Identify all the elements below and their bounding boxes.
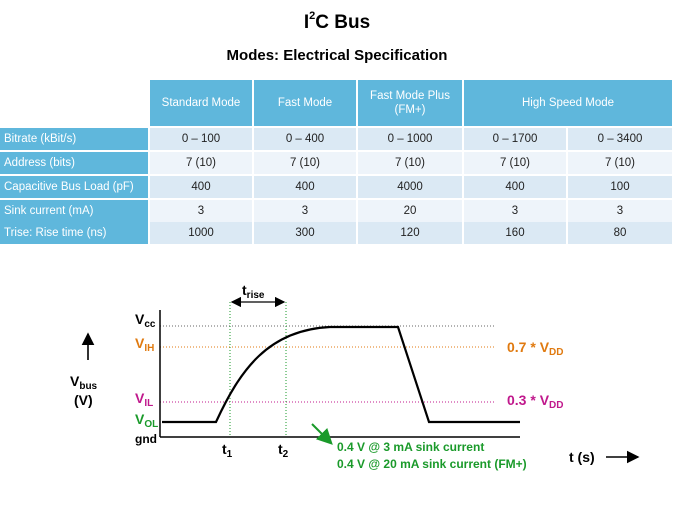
signal-waveform: [162, 325, 520, 424]
row-label-rise-time: Trise: Rise time (ns): [0, 222, 148, 244]
y-axis-label: Vbus: [70, 373, 98, 392]
note-line-2: 0.4 V @ 20 mA sink current (FM+): [337, 457, 527, 471]
table-cell: 0 – 400: [254, 128, 356, 150]
table-cell: 100: [568, 176, 672, 198]
table-cell: 0 – 3400: [568, 128, 672, 150]
col-header-standard-mode: Standard Mode: [150, 80, 252, 126]
row-label-bitrate: Bitrate (kBit/s): [0, 128, 148, 150]
t2-label: t2: [278, 441, 289, 460]
col-header-high-speed-mode: High Speed Mode: [464, 80, 672, 126]
table-cell: 400: [150, 176, 252, 198]
table-cell: 3: [150, 200, 252, 222]
gnd-label: gnd: [135, 432, 157, 446]
table-cell: 0 – 100: [150, 128, 252, 150]
table-cell: 7 (10): [358, 152, 462, 174]
vcc-label: Vcc: [135, 311, 156, 330]
table-cell: 7 (10): [150, 152, 252, 174]
table-cell: 3: [464, 200, 566, 222]
table-cell: 80: [568, 222, 672, 244]
t1-label: t1: [222, 441, 233, 460]
table-cell: 7 (10): [464, 152, 566, 174]
table-cell: 0 – 1000: [358, 128, 462, 150]
table-cell: 300: [254, 222, 356, 244]
vih-level-label: 0.7 * VDD: [507, 339, 563, 358]
table-cell: 7 (10): [568, 152, 672, 174]
note-pointer-arrow: [311, 423, 333, 445]
vil-label: VIL: [135, 390, 153, 409]
page-title: I2C Bus: [303, 10, 371, 33]
table-cell: 7 (10): [254, 152, 356, 174]
table-cell: 1000: [150, 222, 252, 244]
note-line-1: 0.4 V @ 3 mA sink current: [337, 440, 484, 454]
row-label-capacitive-load: Capacitive Bus Load (pF): [0, 176, 148, 198]
trise-label: trise: [242, 282, 265, 301]
row-label-sink-current: Sink current (mA): [0, 200, 148, 222]
page-subtitle: Modes: Electrical Specification: [226, 47, 448, 64]
table-cell: 3: [254, 200, 356, 222]
y-axis-unit: (V): [74, 392, 93, 408]
table-cell: 4000: [358, 176, 462, 198]
row-label-address: Address (bits): [0, 152, 148, 174]
table-cell: 400: [464, 176, 566, 198]
table-cell: 3: [568, 200, 672, 222]
table-cell: 20: [358, 200, 462, 222]
col-header-fast-mode: Fast Mode: [254, 80, 356, 126]
table-cell: 160: [464, 222, 566, 244]
table-cell: 0 – 1700: [464, 128, 566, 150]
vol-label: VOL: [135, 411, 158, 430]
x-axis-label: t (s): [569, 449, 595, 465]
vih-label: VIH: [135, 335, 154, 354]
col-header-fast-mode-plus: Fast Mode Plus (FM+): [358, 80, 462, 126]
vil-level-label: 0.3 * VDD: [507, 392, 563, 411]
table-cell: 400: [254, 176, 356, 198]
table-cell: 120: [358, 222, 462, 244]
